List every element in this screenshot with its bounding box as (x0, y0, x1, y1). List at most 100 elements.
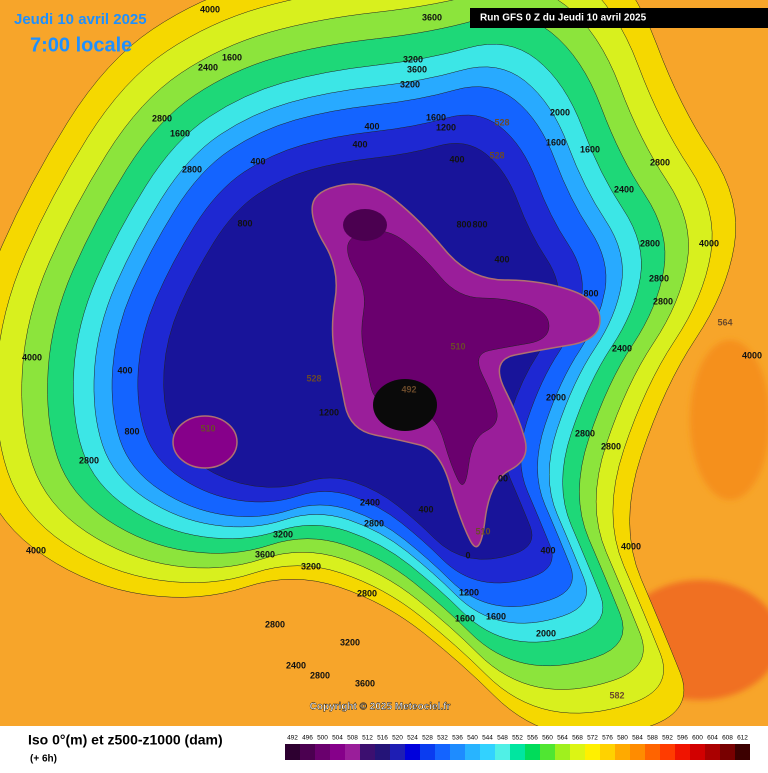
contour-label: 800 (456, 219, 471, 229)
contour-label: 2800 (650, 157, 670, 167)
contour-label: 3200 (340, 637, 360, 647)
legend-swatch (675, 744, 690, 760)
map (0, 0, 768, 726)
contour-label: 400 (449, 154, 464, 164)
contour-label: 800 (472, 219, 487, 229)
legend-swatch (570, 744, 585, 760)
contour-label: 510 (450, 341, 465, 351)
contour-label: 2400 (286, 660, 306, 670)
legend-swatch (495, 744, 510, 760)
legend-swatch (390, 744, 405, 760)
contour-label: 800 (583, 288, 598, 298)
legend-value: 568 (572, 735, 583, 742)
contour-label: 400 (352, 139, 367, 149)
legend-swatch (555, 744, 570, 760)
contour-label: 528 (494, 117, 509, 127)
legend-swatch (585, 744, 600, 760)
run-info: Run GFS 0 Z du Jeudi 10 avril 2025 (480, 13, 647, 24)
contour-label: 4000 (26, 545, 46, 555)
legend-value: 532 (437, 735, 448, 742)
legend: 492 496 500 504 508 512 516 520 524 528 532 536 540 5… (285, 735, 750, 760)
legend-swatch (615, 744, 630, 760)
legend-swatch (285, 744, 300, 760)
legend-value: 592 (662, 735, 673, 742)
legend-value: 524 (407, 735, 418, 742)
contour-label: 3600 (255, 549, 275, 559)
thickness-field (0, 0, 737, 726)
contour-label: 2800 (653, 296, 673, 306)
thickness-band (347, 230, 550, 485)
legend-swatch (435, 744, 450, 760)
copyright: Copyright © 2025 Meteociel.fr (310, 702, 451, 713)
contour-label: 1600 (546, 137, 566, 147)
contour-label: 1600 (455, 613, 475, 623)
legend-swatch (705, 744, 720, 760)
warm-area (690, 340, 768, 500)
legend-value: 536 (452, 735, 463, 742)
contour-label: 492 (401, 384, 416, 394)
contour-label: 528 (306, 373, 321, 383)
contour-label: 3200 (400, 79, 420, 89)
legend-value: 544 (482, 735, 493, 742)
contour-label: 2400 (612, 343, 632, 353)
contour-label: 1600 (486, 611, 506, 621)
date-title: Jeudi 10 avril 2025 (14, 11, 147, 28)
legend-value: 596 (677, 735, 688, 742)
legend-swatch (330, 744, 345, 760)
contour-label: 2800 (649, 273, 669, 283)
legend-value: 540 (467, 735, 478, 742)
legend-value: 560 (542, 735, 553, 742)
legend-swatch (300, 744, 315, 760)
contour-label: 4000 (742, 350, 762, 360)
legend-swatch (525, 744, 540, 760)
legend-value: 548 (497, 735, 508, 742)
legend-swatch (720, 744, 735, 760)
legend-value: 496 (302, 735, 313, 742)
contour-label: 1600 (426, 112, 446, 122)
contour-label: 1200 (319, 407, 339, 417)
legend-swatch (645, 744, 660, 760)
legend-swatch (360, 744, 375, 760)
legend-swatch (600, 744, 615, 760)
contour-label: 400 (250, 156, 265, 166)
thickness-core (373, 379, 437, 431)
legend-value: 516 (377, 735, 388, 742)
contour-label: 2800 (357, 588, 377, 598)
legend-value: 512 (362, 735, 373, 742)
legend-swatch (510, 744, 525, 760)
contour-label: 2000 (546, 392, 566, 402)
contour-label: 2800 (601, 441, 621, 451)
contour-label: 582 (609, 690, 624, 700)
contour-label: 4000 (621, 541, 641, 551)
legend-value: 492 (287, 735, 298, 742)
legend-value: 508 (347, 735, 358, 742)
contour-label: 2800 (364, 518, 384, 528)
contour-label: 1600 (580, 144, 600, 154)
legend-swatch (660, 744, 675, 760)
contour-label: 2000 (550, 107, 570, 117)
thickness-core (343, 209, 387, 241)
contour-label: 2400 (614, 184, 634, 194)
legend-value: 604 (707, 735, 718, 742)
legend-value: 564 (557, 735, 568, 742)
legend-value: 500 (317, 735, 328, 742)
legend-value: 584 (632, 735, 643, 742)
run-box (470, 8, 768, 28)
legend-value: 556 (527, 735, 538, 742)
contour-label: 2800 (79, 455, 99, 465)
legend-value: 520 (392, 735, 403, 742)
contour-label: 528 (489, 150, 504, 160)
contour-label: 3200 (403, 54, 423, 64)
legend-value: 552 (512, 735, 523, 742)
contour-label: 2800 (265, 619, 285, 629)
contour-label: 00 (498, 473, 508, 483)
contour-label: 510 (200, 423, 215, 433)
legend-value: 572 (587, 735, 598, 742)
contour-label: 510 (475, 526, 490, 536)
legend-swatch (690, 744, 705, 760)
contour-label: 800 (237, 218, 252, 228)
forecast-step: (+ 6h) (30, 754, 57, 765)
contour-label: 1200 (436, 122, 456, 132)
